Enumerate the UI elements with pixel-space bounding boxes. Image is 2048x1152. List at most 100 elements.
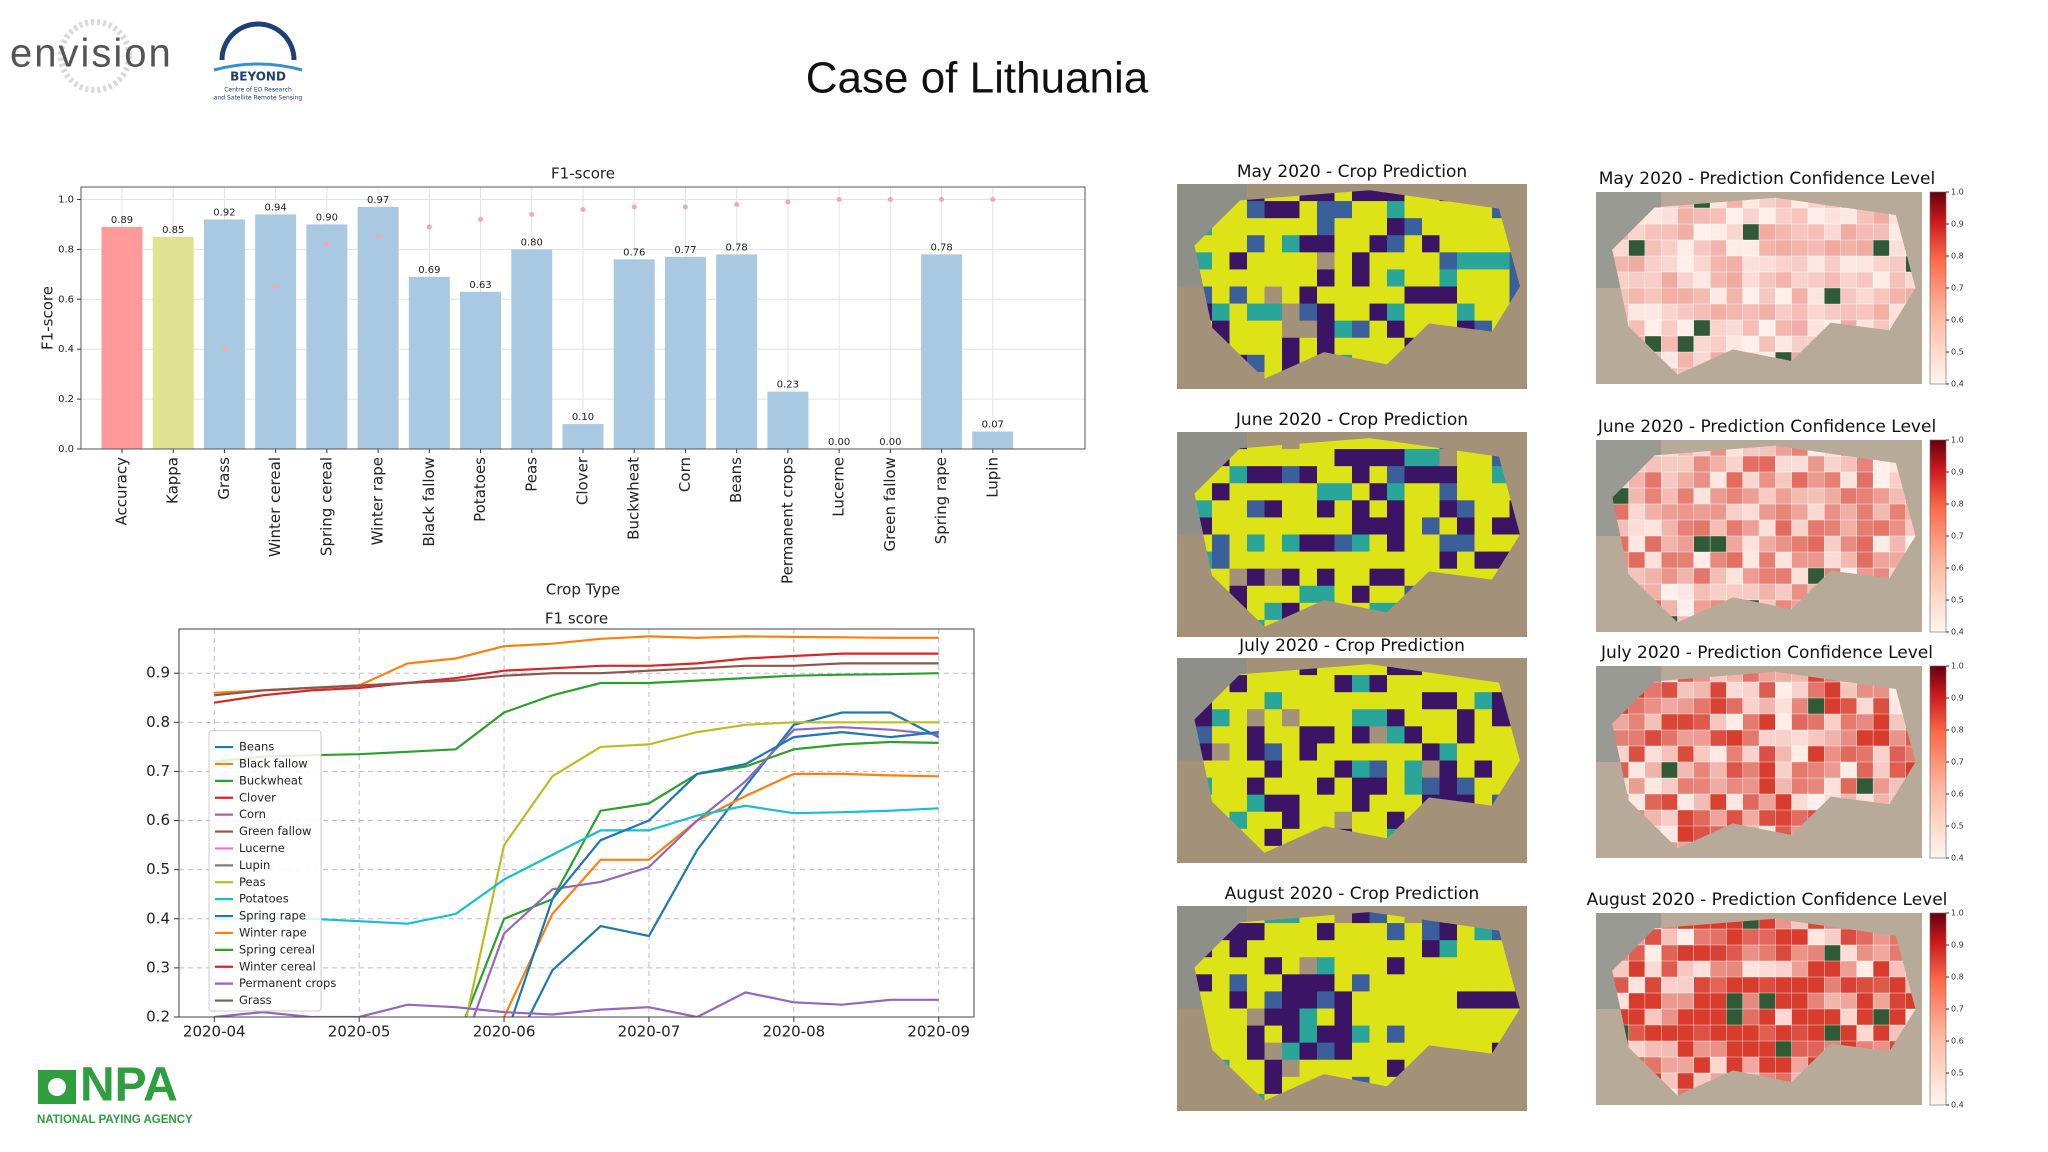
map-field [1758, 335, 1776, 353]
map-title: June 2020 - Prediction Confidence Level [1597, 417, 1936, 437]
map-field [1352, 466, 1370, 484]
map-field [1644, 1040, 1662, 1058]
map-field [1823, 271, 1842, 289]
map-field [1334, 777, 1353, 796]
map-field [1404, 923, 1423, 941]
map-field [1369, 811, 1388, 830]
y-tick-label: 0.3 [146, 958, 170, 976]
map-field [1334, 500, 1353, 518]
map-field [1229, 517, 1248, 535]
map-field [1775, 207, 1793, 225]
map-field [1247, 991, 1265, 1009]
map-field [1660, 567, 1679, 585]
map-field [1709, 335, 1728, 353]
map-field [1775, 809, 1793, 827]
map-field [1791, 471, 1809, 489]
map-field [1282, 449, 1300, 467]
map-field [1660, 729, 1679, 747]
map-field [1264, 286, 1283, 305]
value-label: 0.92 [213, 207, 235, 218]
map-field [1352, 957, 1370, 975]
map-field [1352, 269, 1370, 287]
map-field [1387, 551, 1405, 570]
map-field [1807, 271, 1825, 289]
map-field [1726, 697, 1744, 715]
bar [306, 224, 348, 449]
map-field [1823, 551, 1842, 569]
colorbar-tick-label: 0.6 [1951, 316, 1964, 325]
map-field [1709, 471, 1728, 489]
map-field [1317, 534, 1335, 553]
map-field [1439, 957, 1458, 975]
map-field [1644, 1008, 1662, 1026]
map-field [1457, 692, 1475, 710]
map-field [1317, 726, 1335, 744]
map-field [1194, 252, 1213, 270]
map-field [1282, 517, 1300, 535]
map-field [1775, 255, 1793, 273]
map-field [1677, 319, 1695, 337]
map-field [1422, 1008, 1440, 1027]
map-field [1334, 449, 1353, 467]
map-field [1247, 449, 1265, 467]
map-field [1709, 1024, 1728, 1042]
map-field [1775, 777, 1793, 795]
map-field [1439, 235, 1458, 253]
map-field [1709, 793, 1728, 811]
y-axis-label: F1-score [39, 286, 57, 350]
x-tick-label: Beans [727, 457, 745, 503]
map-field [1758, 729, 1776, 747]
map-field [1693, 551, 1711, 569]
map-field [1334, 1025, 1353, 1044]
colorbar [1929, 912, 1947, 1106]
map-field [1791, 455, 1809, 473]
map-field [1677, 793, 1695, 811]
map-field [1352, 337, 1370, 356]
map-field [1709, 729, 1728, 747]
map-field [1872, 729, 1891, 747]
map-field [1282, 303, 1300, 322]
map-field [1889, 503, 1907, 521]
map-field [1282, 974, 1300, 992]
map-field [1317, 235, 1335, 253]
map-field [1791, 271, 1809, 289]
map-field [1791, 1024, 1809, 1042]
map-field [1742, 319, 1760, 337]
map-field [1229, 483, 1248, 501]
map-field [1282, 1025, 1300, 1044]
map-field [1775, 287, 1793, 305]
map-field [1334, 726, 1353, 744]
map-field [1422, 201, 1440, 219]
colorbar-tick-label: 0.7 [1951, 284, 1964, 293]
map-field [1299, 201, 1318, 219]
point [631, 204, 637, 210]
map-field [1856, 223, 1874, 241]
map-field [1660, 992, 1679, 1010]
bar [613, 259, 655, 449]
map-field [1439, 483, 1458, 501]
map-field [1247, 1008, 1265, 1027]
map-field [1693, 777, 1711, 795]
map-field [1387, 438, 1405, 450]
map-field [1474, 743, 1493, 761]
map-field [1823, 223, 1842, 241]
map-field [1709, 976, 1728, 994]
value-label: 0.78 [726, 242, 748, 253]
map-field [1889, 1008, 1907, 1026]
map-field [1474, 1025, 1493, 1044]
map-field [1677, 1008, 1695, 1026]
map-field [1872, 713, 1891, 731]
map-field [1742, 928, 1760, 946]
map-field [1264, 675, 1283, 693]
map-field [1509, 269, 1520, 287]
map-field [1807, 777, 1825, 795]
map-field [1282, 337, 1300, 356]
map-field [1856, 551, 1874, 569]
map-field [1709, 239, 1728, 257]
map-field [1775, 681, 1793, 699]
map-field [1742, 1024, 1760, 1042]
map-field [1282, 585, 1300, 604]
map-field [1439, 201, 1458, 219]
map-field [1856, 777, 1874, 795]
map-field [1299, 991, 1318, 1009]
